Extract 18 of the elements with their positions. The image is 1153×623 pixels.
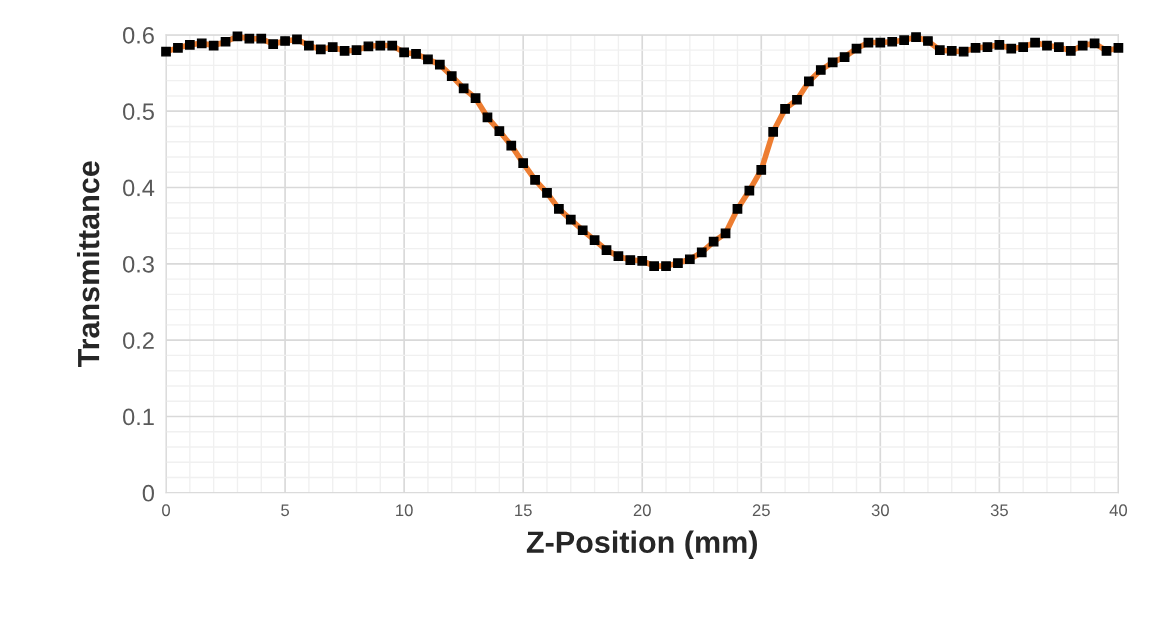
x-tick-label: 35	[990, 504, 1008, 517]
y-tick-label: 0.1	[123, 408, 154, 426]
x-tick-label: 0	[162, 504, 171, 517]
x-tick-label: 10	[396, 504, 413, 517]
x-tick-label: 40	[1109, 504, 1128, 517]
x-axis-title: Z-Position (mm)	[526, 530, 757, 560]
y-tick-label: 0.5	[123, 103, 154, 120]
x-tick-label: 5	[281, 504, 290, 517]
x-tick-label: 25	[752, 504, 770, 517]
y-tick-label: 0.4	[123, 179, 155, 197]
y-tick-label: 0	[142, 484, 154, 502]
x-tick-label: 20	[633, 504, 651, 517]
y-axis-title: Transmittance	[76, 161, 100, 368]
x-tick-label: 30	[871, 504, 889, 517]
x-tick-label: 15	[515, 504, 532, 517]
y-tick-label: 0.6	[123, 26, 154, 44]
y-tick-label: 0.3	[123, 255, 154, 273]
y-tick-label: 0.2	[123, 332, 154, 349]
